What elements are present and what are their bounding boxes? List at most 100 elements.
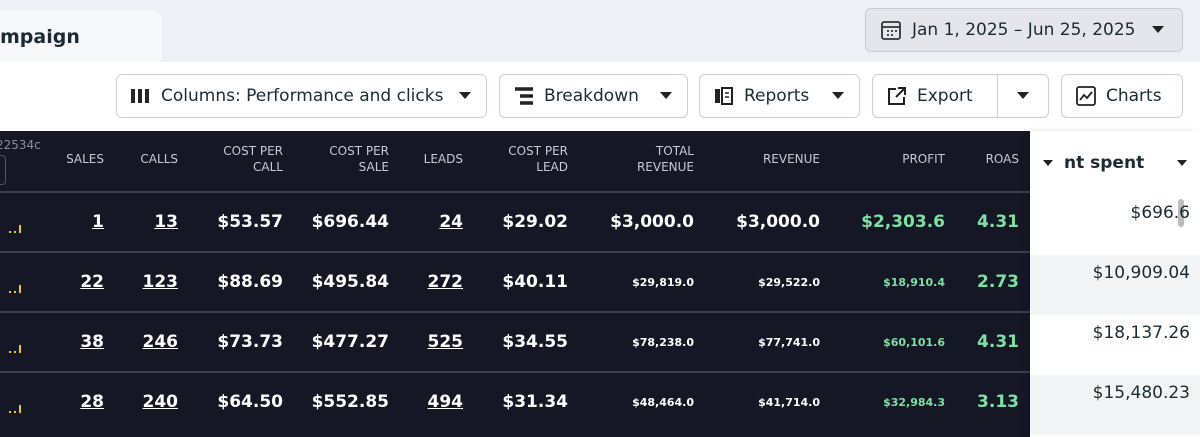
- caret-icon: [832, 92, 844, 99]
- value-cell: 4.31: [977, 332, 1019, 352]
- id-fragment: 22534c: [0, 138, 41, 152]
- row-divider: [0, 311, 1030, 313]
- reports-button[interactable]: Reports: [699, 74, 860, 118]
- export-icon: [888, 87, 906, 105]
- signal-icon: [9, 285, 21, 293]
- columns-label: Columns: Performance and clicks: [161, 86, 444, 106]
- value-cell: $77,741.0: [758, 336, 820, 349]
- breakdown-icon: [515, 87, 533, 105]
- row-background: [1030, 255, 1200, 315]
- row-status-icon: [9, 339, 23, 353]
- value-cell: 2.73: [977, 272, 1019, 292]
- row-divider: [0, 251, 1030, 253]
- column-header[interactable]: PROFIT: [902, 152, 945, 166]
- caret-icon: [660, 92, 672, 99]
- value-cell: $3,000.0: [610, 212, 694, 232]
- date-range-label: Jan 1, 2025 – Jun 25, 2025: [912, 20, 1136, 40]
- signal-icon: [9, 225, 21, 233]
- column-header[interactable]: SALES: [66, 152, 104, 166]
- column-header[interactable]: LEADS: [423, 152, 463, 166]
- caret-icon: [459, 92, 471, 99]
- value-cell: $31.34: [502, 392, 568, 412]
- amount-spent-cell: $10,909.04: [1092, 263, 1190, 283]
- link-cell[interactable]: 525: [427, 332, 464, 352]
- scrollbar[interactable]: [1178, 199, 1184, 227]
- value-cell: 3.13: [977, 392, 1019, 412]
- value-cell: $32,984.3: [883, 396, 945, 409]
- data-table: 22534c SALES CALLS COST PER CALL COST PER S…: [0, 131, 1030, 437]
- link-cell[interactable]: 240: [142, 392, 179, 412]
- value-cell: $60,101.6: [883, 336, 945, 349]
- column-header[interactable]: COST PER SALE: [329, 144, 389, 174]
- charts-label: Charts: [1106, 86, 1162, 106]
- link-cell[interactable]: 13: [154, 212, 178, 232]
- row-status-icon: [9, 279, 23, 293]
- column-header[interactable]: ROAS: [985, 152, 1019, 166]
- calendar-icon: [881, 21, 901, 40]
- signal-icon: [9, 345, 21, 353]
- caret-icon: [1017, 92, 1029, 99]
- amount-spent-cell: $696.6: [1130, 203, 1190, 223]
- link-cell[interactable]: 123: [142, 272, 179, 292]
- campaign-tab[interactable]: mpaign: [0, 10, 162, 70]
- value-cell: $696.44: [311, 212, 389, 232]
- value-cell: $64.50: [217, 392, 283, 412]
- column-header[interactable]: TOTAL REVENUE: [636, 144, 694, 174]
- link-cell[interactable]: 24: [439, 212, 463, 232]
- value-cell: $29,522.0: [758, 276, 820, 289]
- row-status-icon: [9, 399, 23, 413]
- value-cell: $40.11: [502, 272, 568, 292]
- export-label: Export: [917, 86, 973, 106]
- date-range-button[interactable]: Jan 1, 2025 – Jun 25, 2025: [865, 8, 1183, 52]
- reports-label: Reports: [744, 86, 810, 106]
- value-cell: $18,910.4: [883, 276, 945, 289]
- value-cell: $88.69: [217, 272, 283, 292]
- export-menu-button[interactable]: [997, 74, 1049, 118]
- caret-icon[interactable]: [1176, 159, 1188, 167]
- charts-icon: [1076, 86, 1096, 106]
- value-cell: $73.73: [217, 332, 283, 352]
- value-cell: $3,000.0: [736, 212, 820, 232]
- link-cell[interactable]: 22: [80, 272, 104, 292]
- value-cell: $29.02: [502, 212, 568, 232]
- search-box-edge: [0, 155, 6, 185]
- column-header[interactable]: COST PER LEAD: [508, 144, 568, 174]
- value-cell: $78,238.0: [632, 336, 694, 349]
- breakdown-label: Breakdown: [544, 86, 639, 106]
- value-cell: $29,819.0: [632, 276, 694, 289]
- amount-spent-cell: $15,480.23: [1092, 383, 1190, 403]
- export-button[interactable]: Export: [872, 74, 998, 118]
- link-cell[interactable]: 246: [142, 332, 179, 352]
- reports-icon: [715, 87, 733, 105]
- value-cell: 4.31: [977, 212, 1019, 232]
- link-cell[interactable]: 494: [427, 392, 464, 412]
- signal-icon: [9, 405, 21, 413]
- caret-icon[interactable]: [1042, 159, 1054, 167]
- row-divider: [0, 191, 1030, 193]
- amount-spent-column: nt spent $696.6 $10,909.04 $18,137.26 $15,4…: [1030, 131, 1200, 437]
- side-header: nt spent: [1064, 153, 1145, 173]
- column-header[interactable]: REVENUE: [762, 152, 820, 166]
- column-header[interactable]: COST PER CALL: [223, 144, 283, 174]
- row-background: [1030, 375, 1200, 435]
- amount-spent-cell: $18,137.26: [1092, 323, 1190, 343]
- charts-button[interactable]: Charts: [1061, 74, 1183, 118]
- value-cell: $2,303.6: [861, 212, 945, 232]
- value-cell: $41,714.0: [758, 396, 820, 409]
- link-cell[interactable]: 28: [80, 392, 104, 412]
- row-status-icon: [9, 219, 23, 233]
- column-header[interactable]: CALLS: [140, 152, 178, 166]
- caret-icon: [1152, 26, 1165, 33]
- value-cell: $53.57: [217, 212, 283, 232]
- link-cell[interactable]: 1: [92, 212, 104, 232]
- columns-button[interactable]: Columns: Performance and clicks: [116, 74, 487, 118]
- row-divider: [0, 371, 1030, 373]
- breakdown-button[interactable]: Breakdown: [499, 74, 688, 118]
- tab-label: mpaign: [0, 26, 80, 48]
- value-cell: $34.55: [502, 332, 568, 352]
- value-cell: $495.84: [311, 272, 389, 292]
- link-cell[interactable]: 38: [80, 332, 104, 352]
- link-cell[interactable]: 272: [427, 272, 464, 292]
- value-cell: $477.27: [311, 332, 389, 352]
